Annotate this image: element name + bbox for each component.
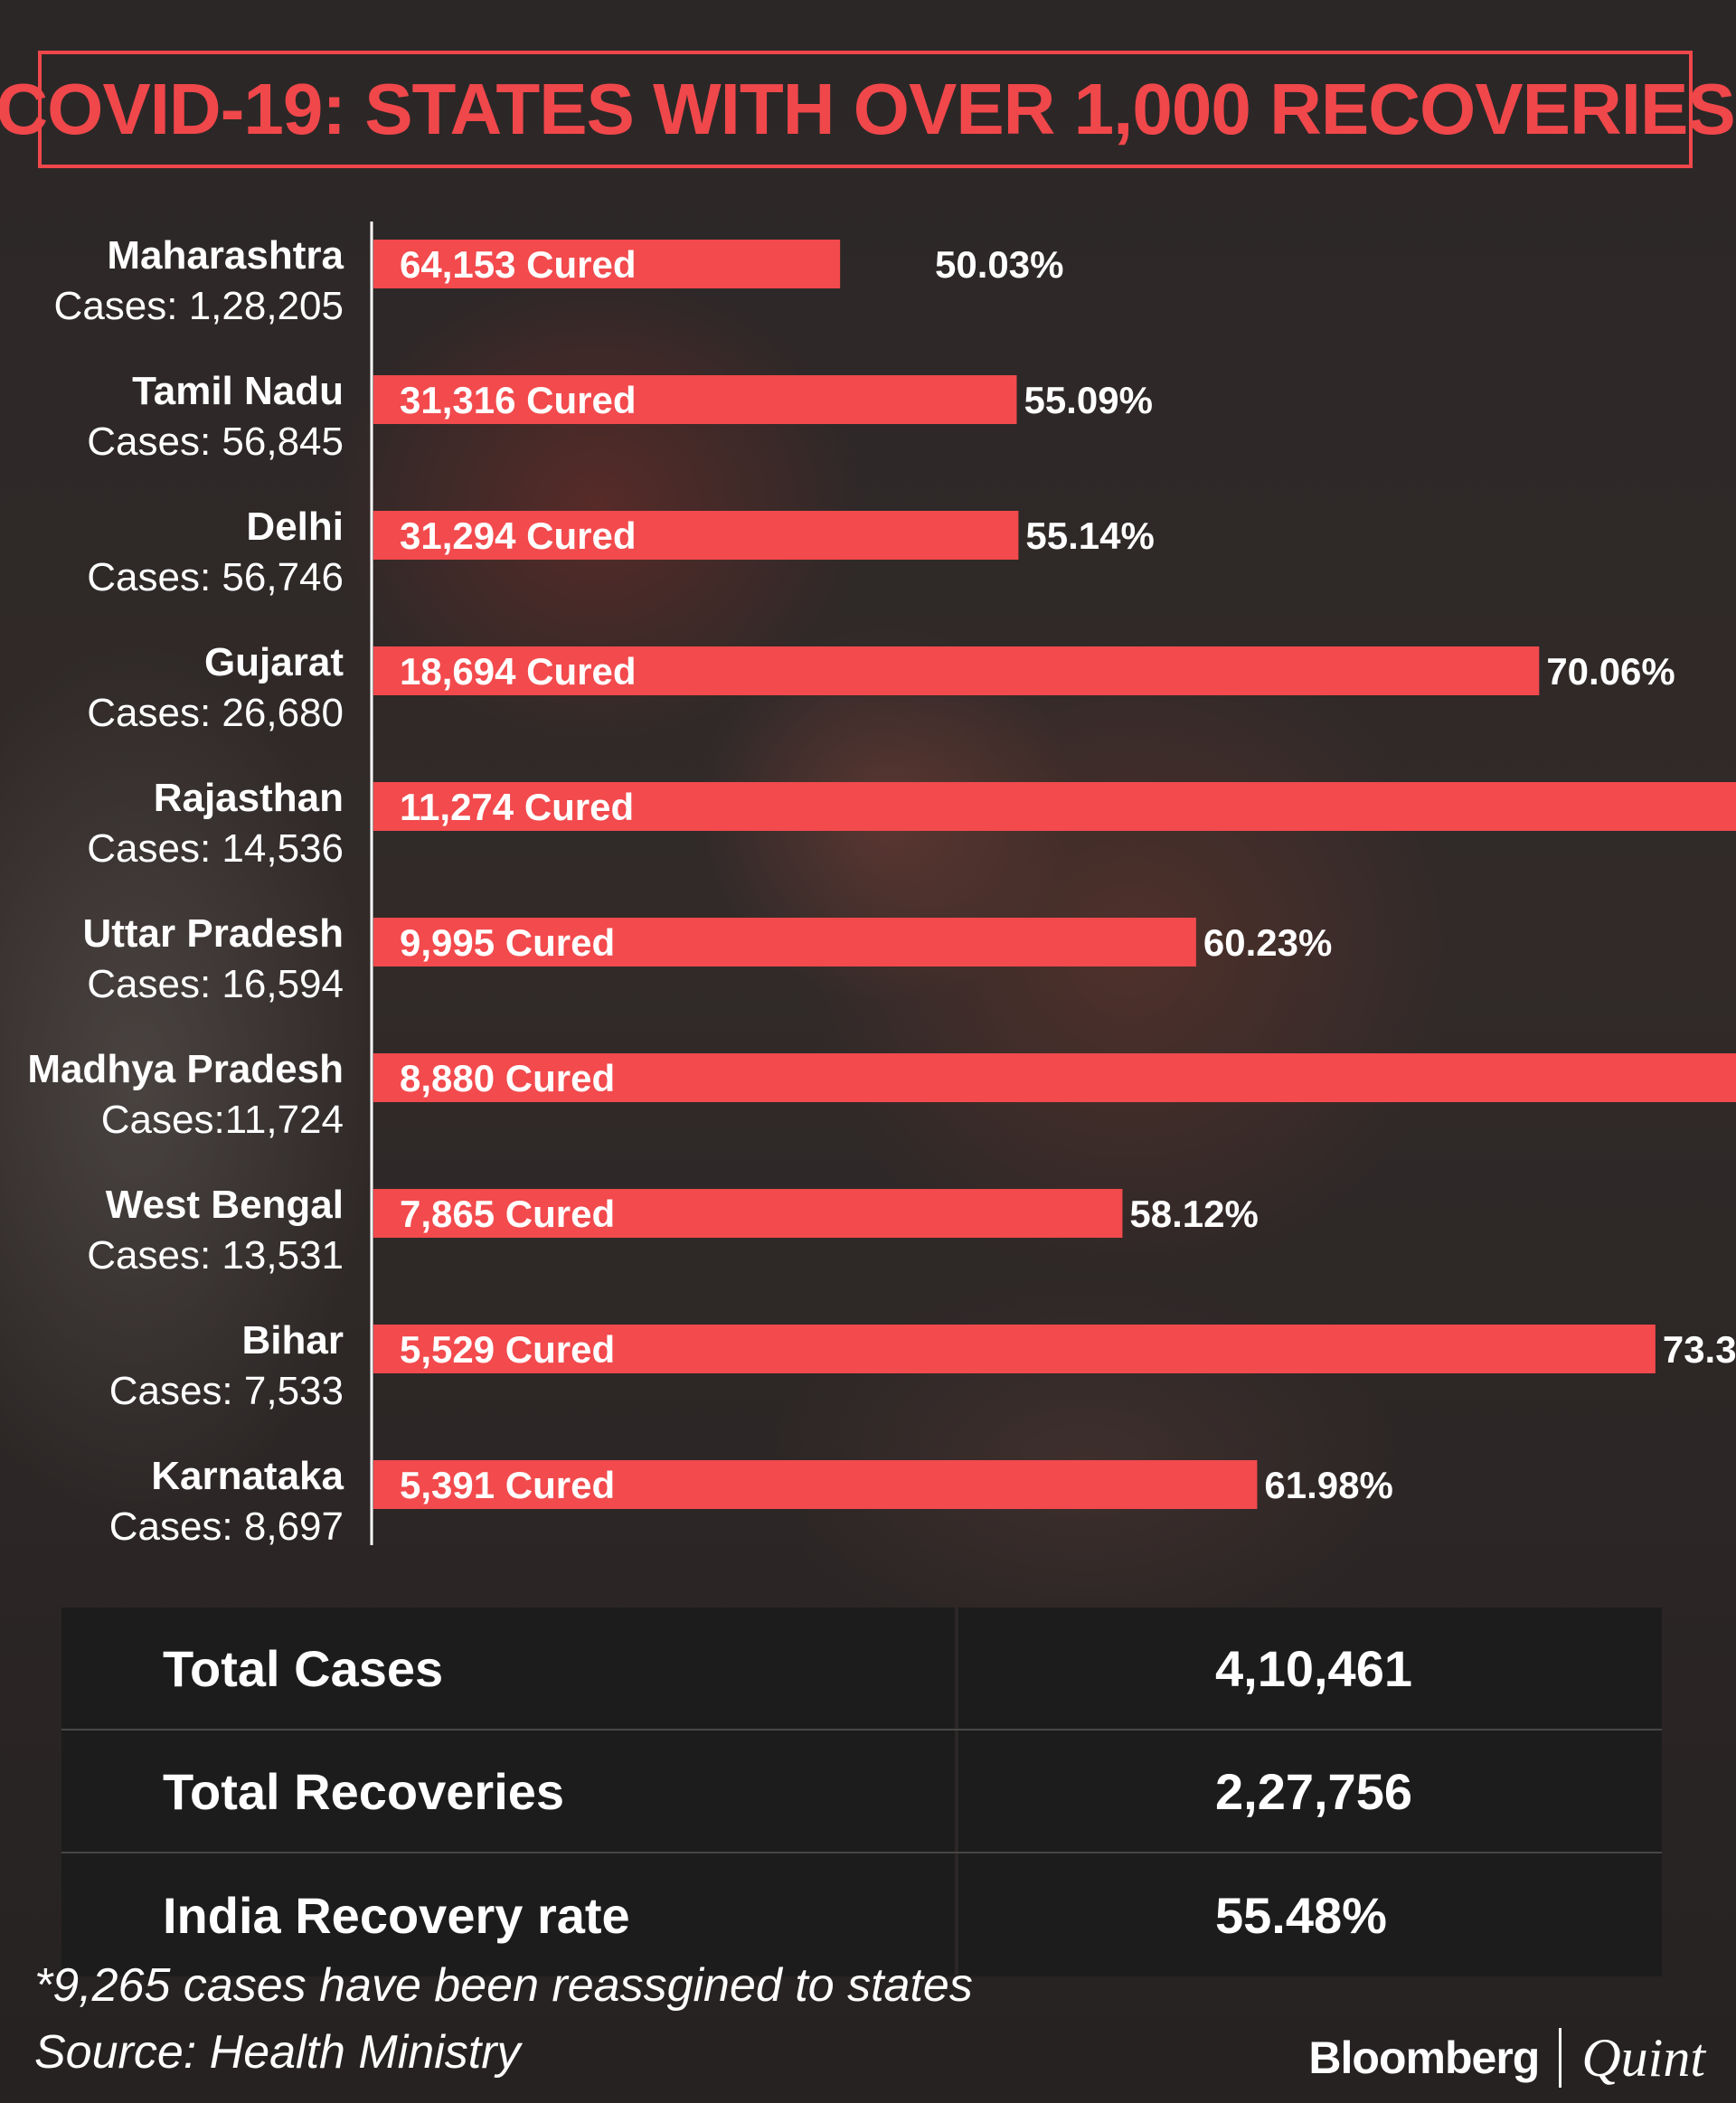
summary-label: Total Recoveries [61, 1730, 958, 1852]
bar [373, 1325, 1656, 1373]
summary-value: 55.48% [958, 1853, 1662, 1976]
bar [373, 918, 1196, 967]
bar [373, 375, 1017, 424]
summary-label: India Recovery rate [61, 1853, 958, 1976]
footnote: *9,265 cases have been reassgined to sta… [34, 1959, 973, 2012]
state-name-label: West Bengal [106, 1183, 344, 1227]
state-cases-label: Cases: 56,845 [87, 420, 344, 464]
state-cases-label: Cases: 8,697 [109, 1504, 344, 1549]
bar [373, 1460, 1258, 1509]
bar-value-label: 7,865 Cured [400, 1193, 615, 1235]
logo-divider [1559, 2028, 1562, 2088]
summary-row-total-cases: Total Cases 4,10,461 [61, 1608, 1662, 1730]
state-name-label: Bihar [242, 1318, 344, 1363]
summary-row-total-recoveries: Total Recoveries 2,27,756 [61, 1730, 1662, 1853]
state-cases-label: Cases: 16,594 [87, 962, 344, 1006]
state-name-label: Madhya Pradesh [27, 1047, 344, 1091]
recovery-rate-label: 73.39% [1663, 1328, 1736, 1371]
bar-value-label: 11,274 Cured [400, 786, 634, 828]
chart-title: COVID-19: STATES WITH OVER 1,000 RECOVER… [0, 69, 1736, 149]
bar [373, 1053, 1736, 1102]
bar [373, 646, 1540, 695]
bar [373, 511, 1019, 560]
bar-value-label: 9,995 Cured [400, 921, 615, 964]
bar-value-label: 5,529 Cured [400, 1328, 615, 1371]
bar [373, 782, 1736, 831]
state-name-label: Maharashtra [107, 233, 344, 278]
source-note: Source: Health Ministry [34, 2026, 521, 2079]
state-name-label: Karnataka [151, 1454, 344, 1498]
state-cases-label: Cases: 56,746 [87, 555, 344, 599]
bar-value-label: 31,294 Cured [400, 514, 636, 557]
recovery-rate-label: 60.23% [1203, 921, 1332, 964]
state-name-label: Tamil Nadu [132, 369, 344, 413]
summary-value: 2,27,756 [958, 1730, 1662, 1852]
state-cases-label: Cases: 1,28,205 [54, 284, 344, 328]
bar-value-label: 64,153 Cured [400, 243, 636, 286]
bar-value-label: 8,880 Cured [400, 1057, 615, 1099]
summary-label: Total Cases [61, 1608, 958, 1729]
bar-value-label: 31,316 Cured [400, 379, 636, 421]
state-cases-label: Cases:11,724 [101, 1098, 344, 1142]
recovery-rate-label: 55.14% [1025, 514, 1154, 557]
recovery-rate-label: 61.98% [1264, 1464, 1392, 1506]
state-cases-label: Cases: 13,531 [87, 1233, 344, 1278]
bloomberg-logo: Bloomberg [1308, 2032, 1540, 2083]
state-name-label: Uttar Pradesh [82, 911, 344, 956]
state-cases-label: Cases: 7,533 [109, 1369, 344, 1413]
recovery-rate-label: 58.12% [1129, 1193, 1258, 1235]
title-box: COVID-19: STATES WITH OVER 1,000 RECOVER… [0, 51, 1736, 168]
bar [373, 1189, 1123, 1238]
bar [373, 240, 841, 288]
state-name-label: Delhi [246, 505, 344, 549]
state-cases-label: Cases: 26,680 [87, 691, 344, 735]
state-name-label: Rajasthan [154, 776, 344, 820]
recovery-rate-label: 70.06% [1546, 650, 1675, 693]
publisher-logo: Bloomberg Quint [1308, 2022, 1705, 2094]
bar-value-label: 18,694 Cured [400, 650, 636, 693]
quint-logo: Quint [1581, 2027, 1705, 2088]
recovery-rate-label: 55.09% [1024, 379, 1152, 421]
summary-row-recovery-rate: India Recovery rate 55.48% [61, 1853, 1662, 1976]
state-name-label: Gujarat [204, 640, 344, 684]
state-cases-label: Cases: 14,536 [87, 826, 344, 871]
bar-value-label: 5,391 Cured [400, 1464, 615, 1506]
summary-table: Total Cases 4,10,461 Total Recoveries 2,… [61, 1608, 1662, 1976]
recovery-rate-label: 50.03% [935, 243, 1063, 286]
bar-chart: Maharashtra Cases: 1,28,205 64,153 Cured 50… [27, 222, 1736, 1549]
summary-value: 4,10,461 [958, 1608, 1662, 1729]
